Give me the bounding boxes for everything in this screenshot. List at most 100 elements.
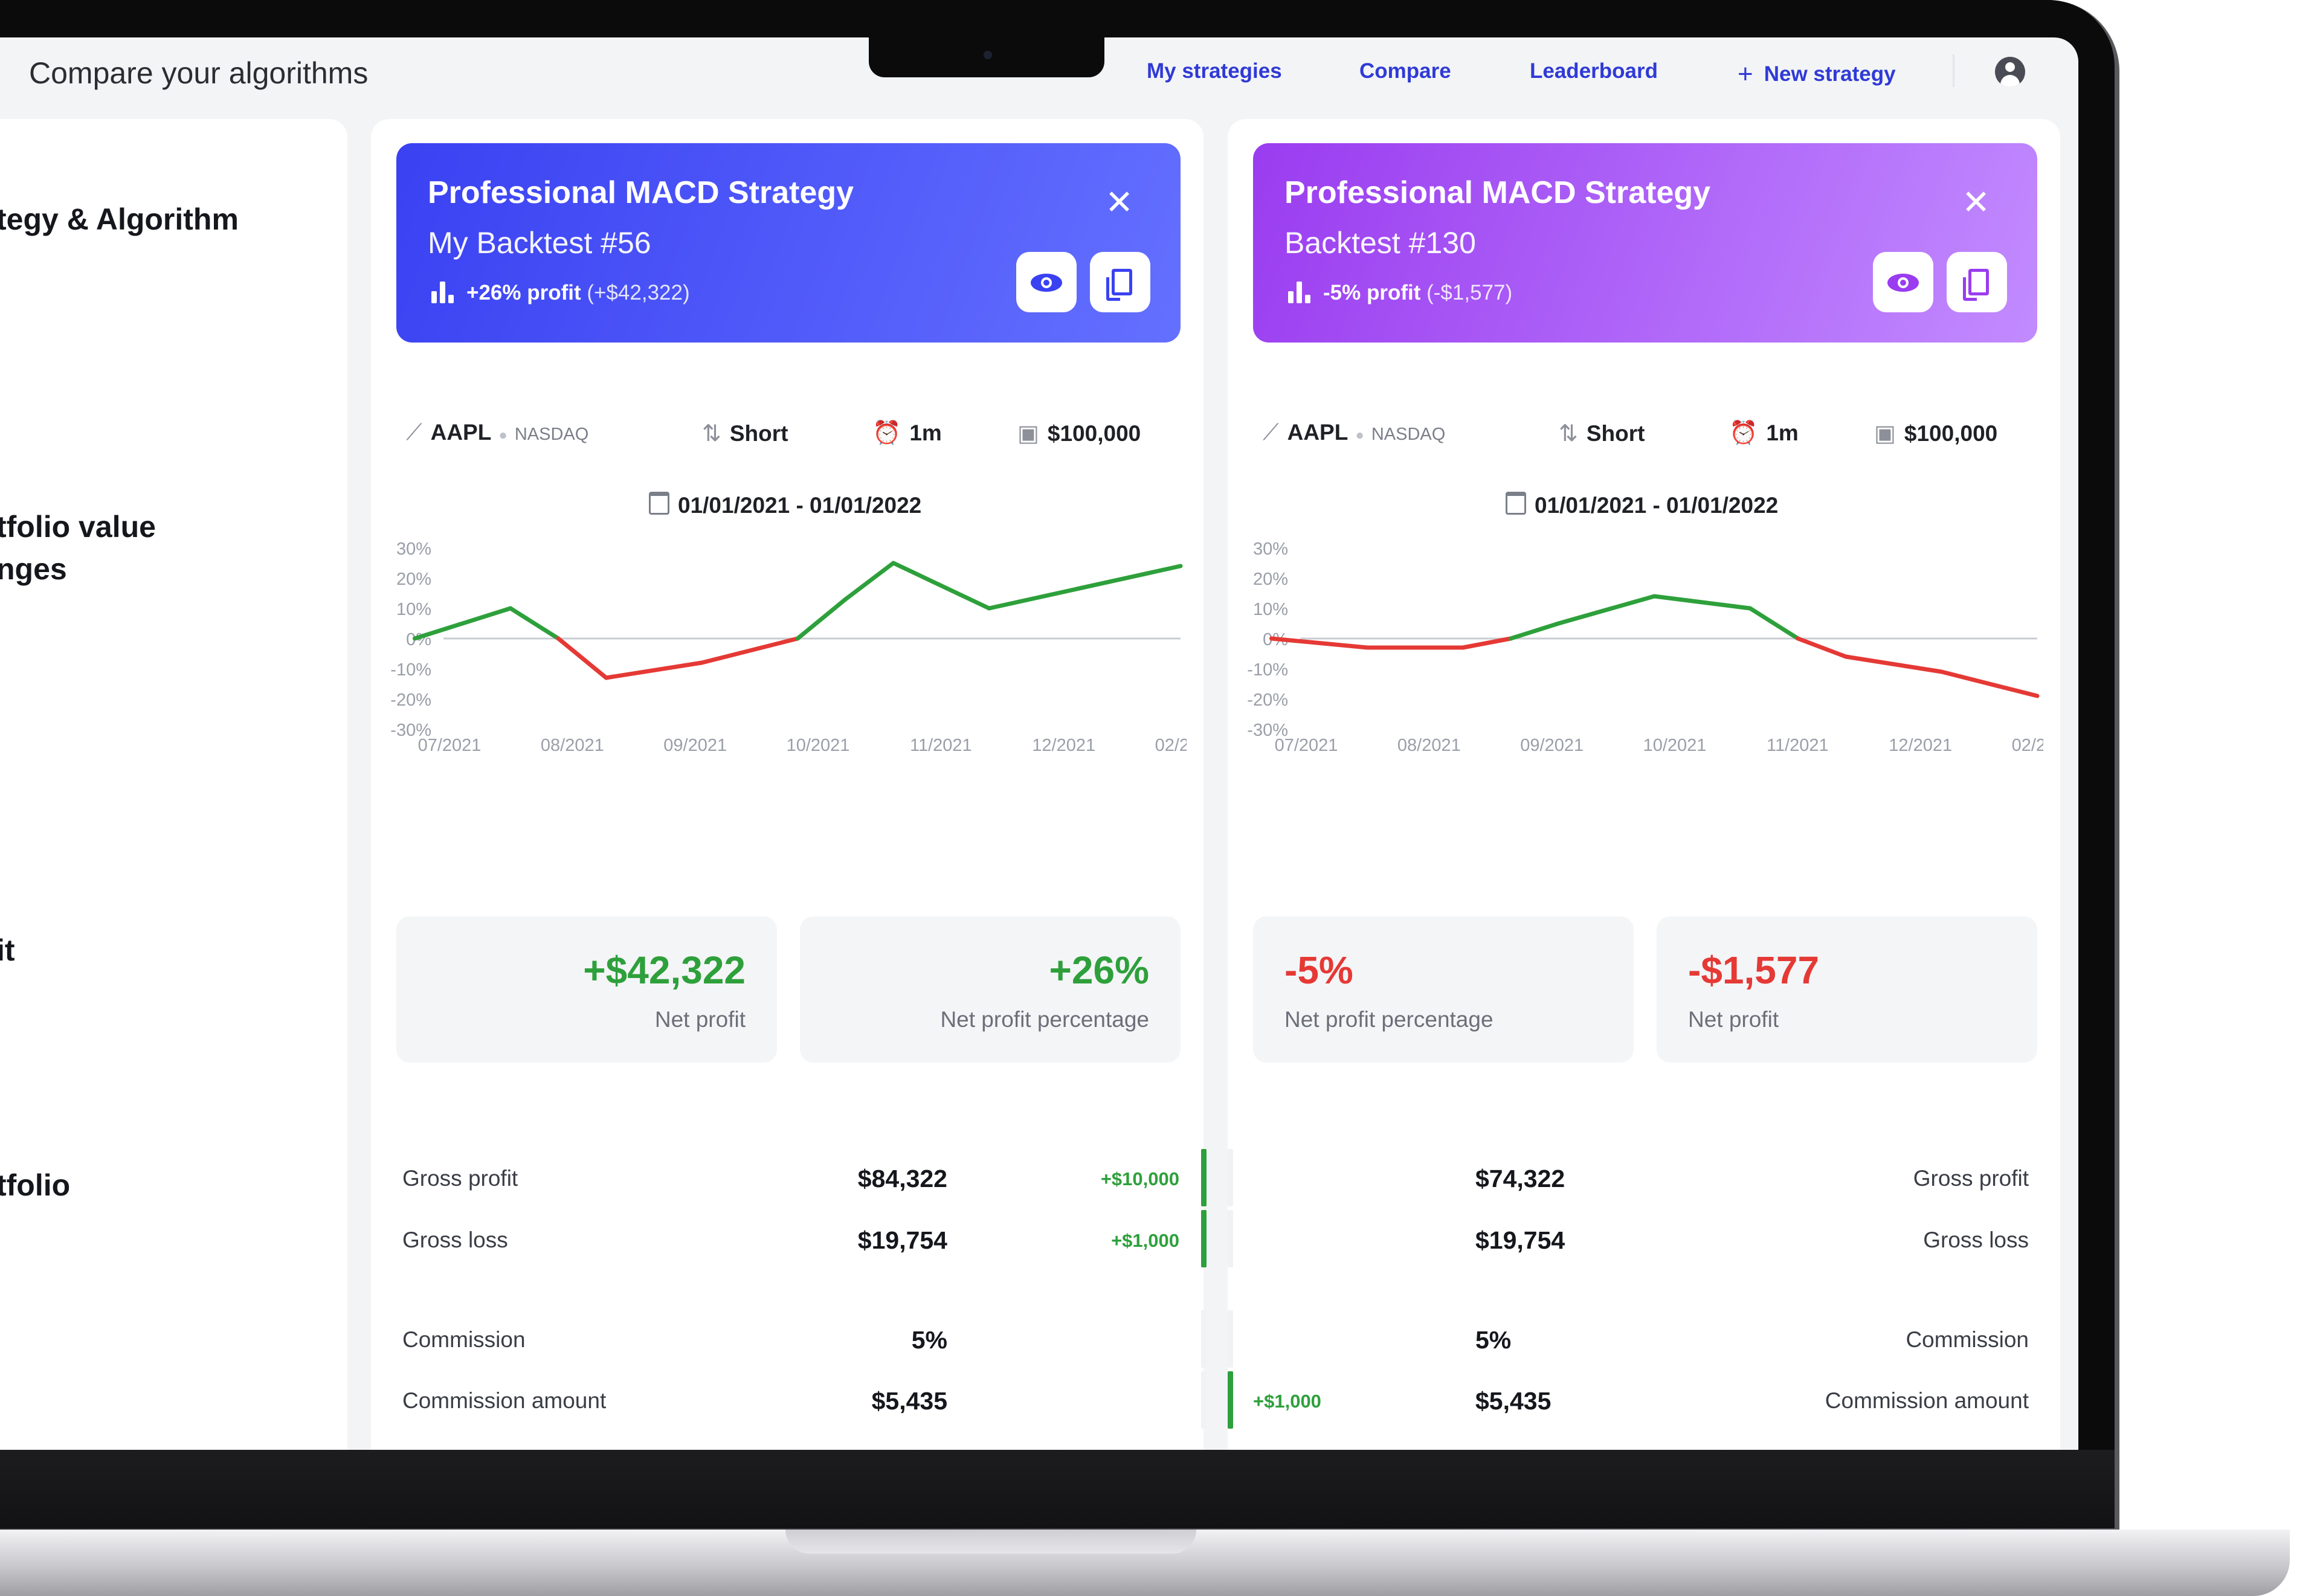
calendar-icon xyxy=(649,492,669,515)
stat-label: Net profit xyxy=(1688,1007,1779,1032)
x-tick-label: 12/2021 xyxy=(1032,736,1095,753)
series-segment xyxy=(891,561,991,611)
new-strategy-button[interactable]: + New strategy xyxy=(1738,59,1896,89)
series-segment xyxy=(1556,594,1657,626)
x-tick-label: 09/2021 xyxy=(1520,736,1584,753)
series-segment xyxy=(843,561,896,602)
stat-label: Net profit percentage xyxy=(940,1007,1149,1032)
eye-icon xyxy=(1887,274,1919,292)
position-type: Short xyxy=(729,421,788,446)
x-tick-label: 10/2021 xyxy=(1643,736,1707,753)
user-avatar-icon[interactable] xyxy=(1995,57,2025,87)
new-strategy-label: New strategy xyxy=(1764,62,1896,86)
x-tick-label: 11/2021 xyxy=(1767,736,1829,753)
interval-info: ⏰ 1m xyxy=(1729,420,1799,446)
y-tick-label: 20% xyxy=(1253,570,1288,589)
trend-icon: ⟋ xyxy=(406,420,422,445)
nav-my-strategies[interactable]: My strategies xyxy=(1147,59,1282,83)
strategy-header-card: Professional MACD Strategy Backtest #130… xyxy=(1253,143,2037,343)
series-segment xyxy=(1269,636,1370,650)
nav-leaderboard[interactable]: Leaderboard xyxy=(1530,59,1658,83)
profit-summary: -5% profit (-$1,577) xyxy=(1288,281,1512,305)
capital-info: ▣ $100,000 xyxy=(1874,420,1997,447)
position-type: Short xyxy=(1586,421,1645,446)
stat-label: Net profit xyxy=(654,1007,746,1032)
y-tick-label: 10% xyxy=(396,600,431,619)
series-segment xyxy=(1652,594,1753,611)
bar-chart-icon xyxy=(1288,282,1312,303)
y-tick-label: 30% xyxy=(396,539,431,559)
close-icon[interactable]: ✕ xyxy=(1962,183,1990,221)
diff-indicator-bar xyxy=(1228,1210,1233,1267)
copy-button[interactable] xyxy=(1947,252,2007,312)
capital: $100,000 xyxy=(1904,421,1998,446)
row-value: $19,754 xyxy=(1475,1226,1565,1254)
series-segment xyxy=(1939,669,2040,698)
x-tick-label: 08/2021 xyxy=(541,736,604,753)
row-diff: +$1,000 xyxy=(1253,1391,1321,1412)
series-segment xyxy=(1509,621,1561,641)
label-portfolio: tfolio xyxy=(0,1168,71,1202)
exchange: NASDAQ xyxy=(514,425,589,444)
row-label: Gross loss xyxy=(402,1228,508,1252)
view-button[interactable] xyxy=(1873,252,1933,312)
symbol-info: ⟋ AAPL ● NASDAQ xyxy=(406,420,589,445)
y-tick-label: -10% xyxy=(1247,660,1288,680)
profit-label: -5% profit xyxy=(1323,281,1421,304)
symbol: AAPL xyxy=(430,420,492,445)
stat-value: +$42,322 xyxy=(583,948,746,992)
copy-icon xyxy=(1106,269,1132,301)
stat-value: -5% xyxy=(1284,948,1353,992)
series-segment xyxy=(412,606,513,641)
laptop-chin xyxy=(0,1450,2115,1528)
x-tick-label: 02/2022 xyxy=(2012,736,2043,753)
stat-card: +26% Net profit percentage xyxy=(800,916,1181,1063)
x-tick-label: 11/2021 xyxy=(910,736,972,753)
label-changes: nges xyxy=(0,552,67,586)
date-range: 01/01/2021 - 01/01/2022 xyxy=(649,492,921,518)
copy-button[interactable] xyxy=(1090,252,1150,312)
app-screen: Compare your algorithms My strategies Co… xyxy=(0,37,2078,1450)
series-segment xyxy=(604,660,704,680)
label-portfolio-value: tfolio value xyxy=(0,510,156,544)
date-range: 01/01/2021 - 01/01/2022 xyxy=(1506,492,1778,518)
position-info: ⇅ Short xyxy=(702,420,788,447)
view-button[interactable] xyxy=(1016,252,1077,312)
backtest-name: Backtest #130 xyxy=(1284,226,1476,260)
nav-compare[interactable]: Compare xyxy=(1359,59,1451,83)
row-diff: +$10,000 xyxy=(1100,1168,1179,1189)
portfolio-change-chart: 30%20%10%0%-10%-20%-30%07/202108/202109/… xyxy=(1247,539,2043,753)
interval: 1m xyxy=(909,420,942,445)
profit-summary: +26% profit (+$42,322) xyxy=(431,281,690,305)
clock-icon: ⏰ xyxy=(872,420,901,446)
diff-indicator-bar xyxy=(1201,1149,1207,1206)
profit-label: +26% profit xyxy=(466,281,581,304)
y-tick-label: 10% xyxy=(1253,600,1288,619)
x-tick-label: 07/2021 xyxy=(1275,736,1338,753)
series-segment xyxy=(1796,636,1848,659)
bar-chart-icon xyxy=(431,282,456,303)
row-value: $84,322 xyxy=(857,1165,947,1192)
y-tick-label: -30% xyxy=(1247,721,1288,740)
position-info: ⇅ Short xyxy=(1559,420,1645,447)
left-labels-panel: tegy & Algorithm tfolio value nges it tf… xyxy=(0,119,347,1450)
series-segment xyxy=(1843,654,1944,674)
copy-icon xyxy=(1963,269,1989,301)
strategy-header-card: Professional MACD Strategy My Backtest #… xyxy=(396,143,1181,343)
row-label: Commission xyxy=(1906,1327,2029,1352)
stat-card: -$1,577 Net profit xyxy=(1657,916,2037,1063)
row-diff: +$1,000 xyxy=(1111,1230,1179,1251)
row-value: $19,754 xyxy=(857,1226,947,1254)
stat-card: -5% Net profit percentage xyxy=(1253,916,1634,1063)
series-segment xyxy=(556,636,608,680)
x-tick-label: 10/2021 xyxy=(787,736,850,753)
close-icon[interactable]: ✕ xyxy=(1105,183,1133,221)
y-tick-label: -20% xyxy=(390,690,431,710)
cash-icon: ▣ xyxy=(1874,421,1896,446)
y-tick-label: -10% xyxy=(390,660,431,680)
sort-arrows-icon: ⇅ xyxy=(1559,421,1578,446)
series-segment xyxy=(700,636,800,665)
cash-icon: ▣ xyxy=(1017,421,1039,446)
diff-indicator-bar xyxy=(1201,1210,1207,1267)
